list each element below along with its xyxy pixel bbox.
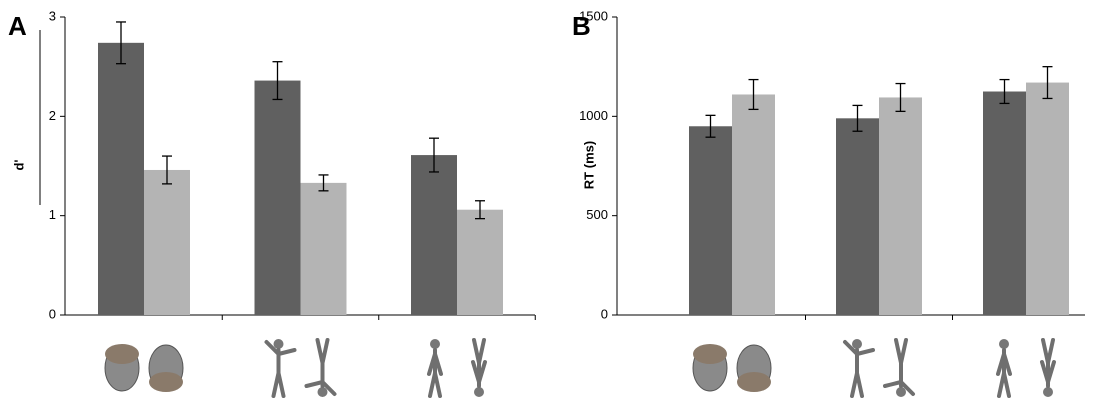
bar [732, 94, 775, 315]
leg [894, 338, 903, 365]
arm [855, 348, 875, 356]
stimulus-icon [883, 338, 915, 397]
panel-label: A [8, 11, 27, 41]
bar [144, 169, 190, 315]
head [430, 339, 440, 349]
bar [1026, 82, 1069, 315]
leg [315, 338, 325, 365]
hair [105, 344, 139, 364]
bar [983, 91, 1026, 315]
bar [98, 42, 144, 316]
stimulus-icon [1040, 338, 1056, 397]
arm [433, 352, 443, 376]
y-tick-label: 0 [49, 306, 56, 321]
arm [1040, 360, 1050, 384]
leg [276, 371, 286, 398]
bar [689, 126, 732, 316]
y-tick-label: 500 [586, 207, 608, 222]
stimulus-icon [264, 339, 297, 398]
leg [1002, 371, 1011, 398]
hair [737, 372, 771, 392]
arm [471, 360, 481, 384]
head [317, 387, 328, 397]
leg [433, 371, 442, 398]
bar [254, 80, 301, 315]
stimulus-icon [471, 338, 487, 397]
head [474, 387, 484, 397]
leg [1041, 338, 1050, 365]
bar [457, 209, 503, 315]
head [273, 339, 284, 349]
head [896, 387, 906, 397]
arm [843, 340, 859, 356]
arm [304, 380, 325, 388]
bar [836, 118, 879, 315]
head [999, 339, 1009, 349]
y-tick-label: 0 [601, 306, 608, 321]
arm [264, 340, 281, 356]
head [852, 339, 862, 349]
arm [899, 380, 915, 396]
y-tick-label: 2 [49, 108, 56, 123]
panel-label: B [572, 11, 591, 41]
y-tick-label: 1000 [579, 108, 608, 123]
bar [300, 182, 347, 315]
stimulus-icon [427, 339, 443, 398]
y-axis-label: d' [11, 159, 26, 170]
y-tick-label: 1500 [579, 8, 608, 23]
arm [883, 380, 903, 388]
stimulus-icon [736, 344, 772, 392]
head [1043, 387, 1053, 397]
y-tick-label: 1 [49, 207, 56, 222]
stimulus-icon [304, 338, 337, 397]
stimulus-icon [843, 339, 875, 398]
stimulus-icon [104, 344, 140, 392]
stimulus-icon [692, 344, 728, 392]
hair [693, 344, 727, 364]
leg [855, 371, 864, 398]
stimulus-icon [148, 344, 184, 392]
arm [1002, 352, 1012, 376]
y-tick-label: 3 [49, 8, 56, 23]
bar [411, 155, 457, 315]
arm [276, 348, 297, 356]
y-axis-label: RT (ms) [581, 141, 596, 189]
hair [149, 372, 183, 392]
bar [879, 97, 922, 316]
stimulus-icon [996, 339, 1012, 398]
leg [472, 338, 481, 365]
arm [320, 380, 337, 396]
